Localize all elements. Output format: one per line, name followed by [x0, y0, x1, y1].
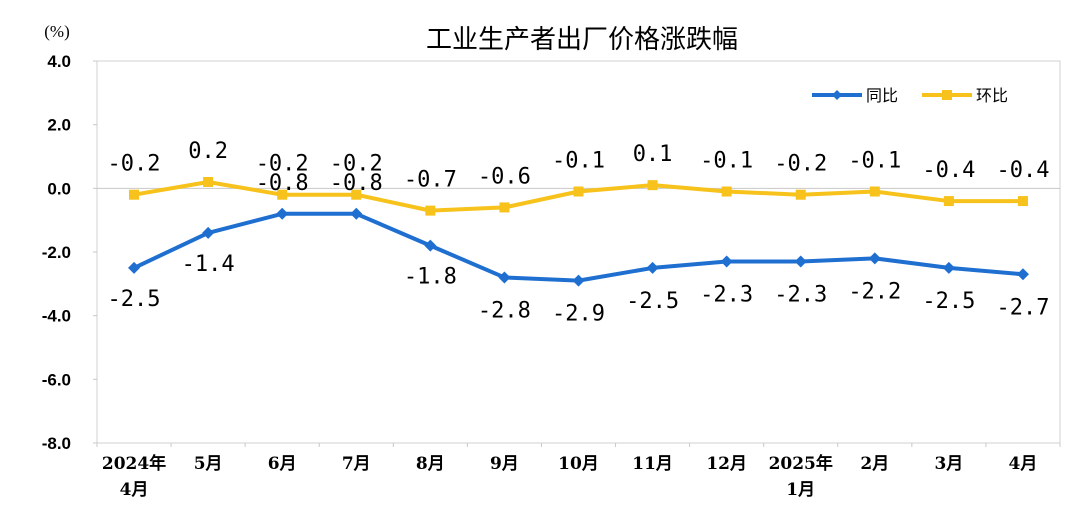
- x-tick-label: 2025年: [769, 453, 833, 474]
- y-tick-label: -2.0: [42, 243, 71, 262]
- data-label: -1.4: [182, 252, 235, 277]
- data-point: [424, 239, 437, 252]
- data-point: [129, 189, 140, 200]
- series-layer: [128, 176, 1029, 287]
- data-label: -0.2: [108, 152, 161, 177]
- data-point: [943, 196, 954, 207]
- data-label: -2.5: [626, 289, 679, 314]
- data-label: -2.5: [108, 287, 161, 312]
- data-point: [794, 255, 807, 268]
- data-label: -2.9: [552, 302, 605, 327]
- data-label: -0.4: [996, 158, 1049, 183]
- x-tick-label: 3月: [934, 454, 963, 474]
- data-label: -2.8: [478, 298, 531, 323]
- y-tick-label: 0.0: [47, 179, 71, 198]
- data-label: -0.2: [774, 152, 827, 177]
- data-label: -2.3: [774, 283, 827, 308]
- x-tick-label: 5月: [194, 454, 223, 474]
- data-point: [869, 186, 880, 197]
- data-point: [795, 189, 806, 200]
- x-tick-label: 1月: [786, 480, 815, 500]
- x-tick-label: 2月: [860, 454, 889, 474]
- data-label: -0.1: [552, 149, 605, 174]
- y-tick-label: -4.0: [42, 307, 71, 326]
- series-line-同比: [133, 211, 1024, 283]
- data-point: [1016, 268, 1029, 281]
- x-tick-label: 12月: [706, 454, 747, 474]
- data-label: -0.2: [256, 152, 309, 177]
- data-label: -2.2: [848, 279, 901, 304]
- x-tick-label: 8月: [416, 454, 445, 474]
- data-point: [647, 180, 658, 191]
- data-labels: -2.5 -1.4 -0.8 -0.8 -1.8 -2.8 -2.9 -2.5 -2.3 -2.3…: [108, 139, 1050, 327]
- x-tick-label: 11月: [632, 454, 673, 474]
- y-tick-label: -6.0: [42, 370, 71, 389]
- data-label: -0.6: [478, 164, 531, 189]
- y-axis: 4.0 2.0 0.0 -2.0 -4.0 -6.0 -8.0: [42, 52, 97, 453]
- data-point: [425, 205, 436, 216]
- data-point: [350, 207, 363, 220]
- data-label: -2.5: [922, 289, 975, 314]
- legend-label: 同比: [866, 86, 898, 105]
- data-point: [276, 207, 289, 220]
- x-axis: 2024年 4月 5月 6月 7月 8月 9月 10月 11月 12月 2025年 1月 2月 3月 4月: [96, 443, 1061, 500]
- y-tick-label: 4.0: [47, 52, 71, 71]
- data-point: [573, 186, 584, 197]
- data-label: -2.7: [996, 295, 1049, 320]
- data-point: [351, 189, 362, 200]
- data-label: -0.1: [700, 149, 753, 174]
- data-point: [498, 271, 511, 284]
- data-label: -0.2: [330, 152, 383, 177]
- chart-title: 工业生产者出厂价格涨跌幅: [426, 25, 738, 55]
- data-point: [202, 226, 215, 239]
- data-point: [720, 255, 733, 268]
- data-point: [499, 202, 510, 213]
- x-tick-label: 2024年: [102, 453, 166, 474]
- y-tick-label: 2.0: [47, 116, 71, 135]
- plot-border: [96, 60, 1061, 444]
- data-label: 0.1: [633, 142, 673, 167]
- data-point: [868, 252, 881, 265]
- data-label: -0.7: [404, 168, 457, 193]
- x-tick-label: 4月: [1009, 454, 1038, 474]
- y-axis-unit: (%): [44, 22, 69, 41]
- legend-marker: [832, 90, 842, 100]
- data-label: -0.8: [330, 171, 383, 196]
- data-label: -0.4: [922, 158, 975, 183]
- legend-marker: [942, 90, 952, 100]
- plot-area: [96, 60, 1061, 444]
- data-label: -1.8: [404, 265, 457, 290]
- data-point: [942, 261, 955, 274]
- data-point: [721, 186, 732, 197]
- data-point: [1017, 196, 1028, 207]
- x-tick-label: 10月: [558, 454, 599, 474]
- data-point: [277, 189, 288, 200]
- x-tick-label: 6月: [268, 454, 297, 474]
- data-label: 0.2: [188, 139, 228, 164]
- y-tick-label: -8.0: [42, 434, 71, 453]
- data-point: [572, 274, 585, 287]
- data-point: [203, 176, 214, 187]
- data-label: -0.1: [848, 149, 901, 174]
- data-label: -2.3: [700, 283, 753, 308]
- legend: 同比 环比: [812, 86, 1008, 105]
- x-tick-label: 4月: [120, 480, 149, 500]
- x-tick-label: 9月: [490, 454, 519, 474]
- data-label: -0.8: [256, 171, 309, 196]
- x-tick-label: 7月: [342, 454, 371, 474]
- legend-label: 环比: [976, 86, 1008, 105]
- data-point: [646, 261, 659, 274]
- data-point: [128, 261, 141, 274]
